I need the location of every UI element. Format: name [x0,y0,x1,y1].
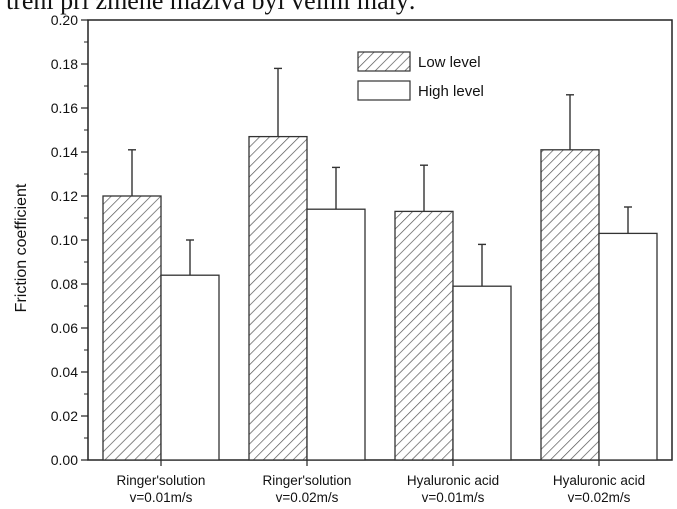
y-tick-label: 0.06 [51,320,78,336]
legend-swatch [357,80,411,101]
x-category-label-line2: v=0.02m/s [568,490,631,505]
y-axis-label: Friction coefficient [13,183,30,312]
legend-label: High level [418,83,484,100]
bar-low-level [394,210,454,461]
y-tick-label: 0.20 [51,12,78,28]
legend-swatch [357,51,411,72]
y-tick-label: 0.00 [51,452,78,468]
y-tick-label: 0.02 [51,408,78,424]
x-category-label-line2: v=0.01m/s [130,490,193,505]
x-category-label-line1: Ringer'solution [263,473,352,488]
y-tick-label: 0.08 [51,276,78,292]
bar-low-level [102,195,162,461]
bar-high-level [598,232,658,461]
caption-text-fragment: trení pri zmene maziva byl velmi malý. [6,0,416,15]
legend-label: Low level [418,54,481,71]
x-category-label-line1: Ringer'solution [117,473,206,488]
y-tick-label: 0.16 [51,100,78,116]
bar-low-level [540,149,600,461]
bar-high-level [160,274,220,461]
y-tick-label: 0.14 [51,144,78,160]
x-category-label-line1: Hyaluronic acid [407,473,499,488]
y-tick-label: 0.18 [51,56,78,72]
y-tick-label: 0.10 [51,232,78,248]
x-category-label-line2: v=0.02m/s [276,490,339,505]
bar-low-level [248,135,308,461]
x-category-label-line2: v=0.01m/s [422,490,485,505]
y-tick-label: 0.04 [51,364,78,380]
bar-high-level [306,208,366,461]
bar-high-level [452,285,512,461]
x-category-label-line1: Hyaluronic acid [553,473,645,488]
y-tick-label: 0.12 [51,188,78,204]
